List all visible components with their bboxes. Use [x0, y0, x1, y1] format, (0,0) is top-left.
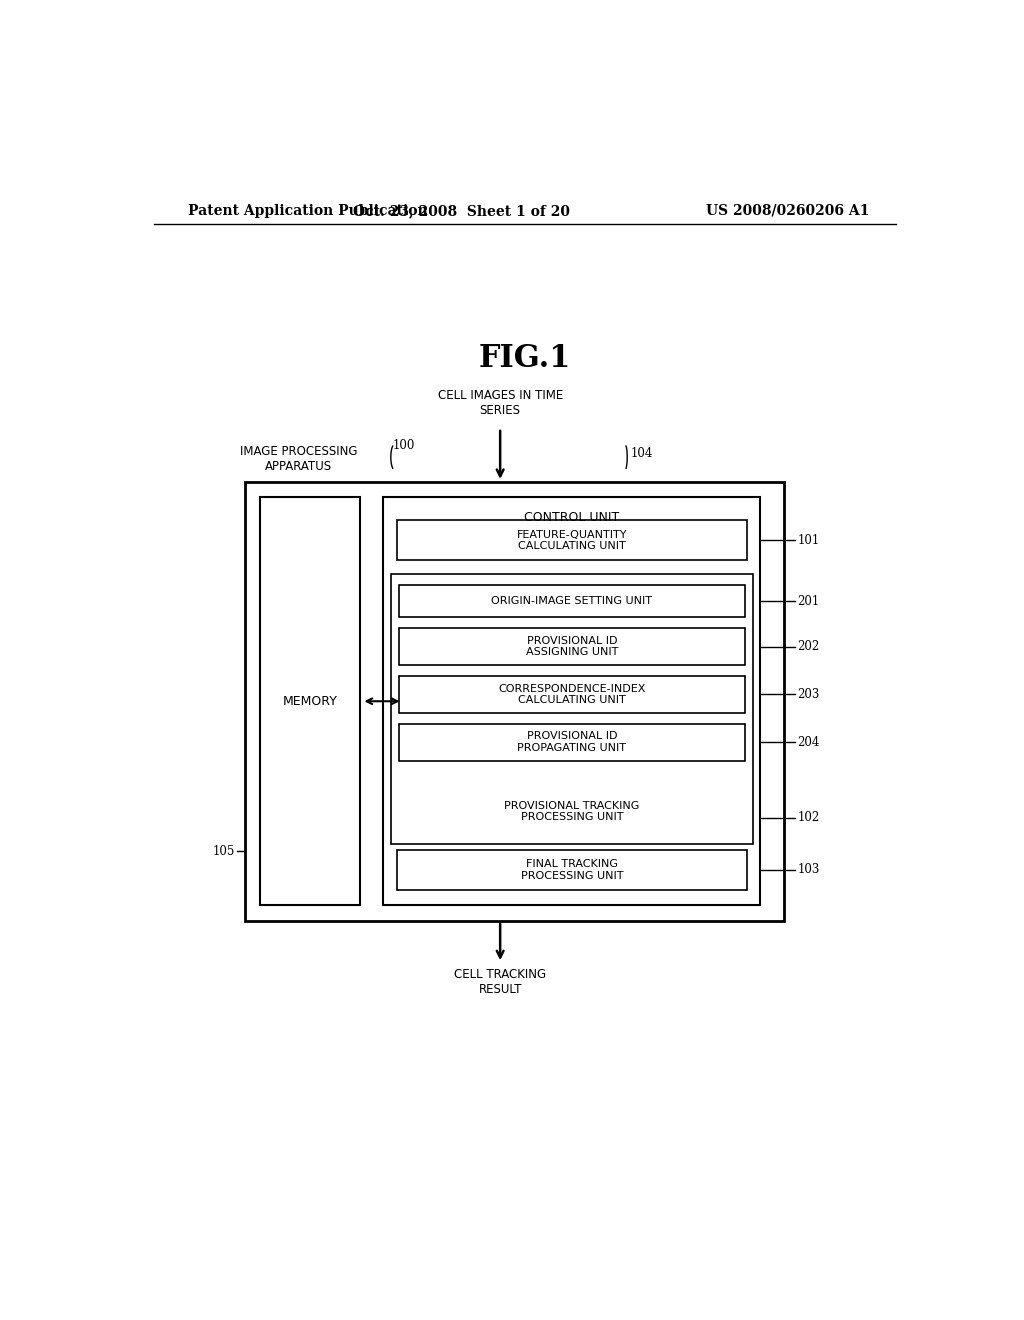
Text: 105: 105: [212, 845, 234, 858]
Text: 203: 203: [798, 688, 820, 701]
Bar: [397, 520, 746, 561]
Text: CELL IMAGES IN TIME
SERIES: CELL IMAGES IN TIME SERIES: [437, 389, 563, 417]
Text: 104: 104: [631, 446, 653, 459]
Text: IMAGE PROCESSING
APPARATUS: IMAGE PROCESSING APPARATUS: [240, 445, 357, 473]
Text: Patent Application Publication: Patent Application Publication: [188, 203, 428, 218]
Bar: [260, 498, 360, 906]
Text: 204: 204: [798, 735, 820, 748]
Bar: [398, 676, 745, 713]
Text: ORIGIN-IMAGE SETTING UNIT: ORIGIN-IMAGE SETTING UNIT: [492, 597, 652, 606]
Text: US 2008/0260206 A1: US 2008/0260206 A1: [707, 203, 869, 218]
Bar: [397, 850, 746, 890]
Text: FIG.1: FIG.1: [478, 343, 571, 374]
Bar: [398, 723, 745, 760]
Text: 101: 101: [798, 533, 819, 546]
Text: PROVISIONAL ID
PROPAGATING UNIT: PROVISIONAL ID PROPAGATING UNIT: [517, 731, 627, 752]
Text: MEMORY: MEMORY: [283, 694, 337, 708]
Text: 201: 201: [798, 594, 819, 607]
Bar: [398, 585, 745, 618]
Bar: [383, 498, 761, 906]
Text: Oct. 23, 2008  Sheet 1 of 20: Oct. 23, 2008 Sheet 1 of 20: [353, 203, 570, 218]
Text: 103: 103: [798, 863, 820, 876]
Text: CELL TRACKING
RESULT: CELL TRACKING RESULT: [454, 969, 546, 997]
Text: 100: 100: [392, 440, 415, 453]
Text: 102: 102: [798, 810, 819, 824]
Bar: [398, 628, 745, 665]
Text: FEATURE-QUANTITY
CALCULATING UNIT: FEATURE-QUANTITY CALCULATING UNIT: [516, 529, 627, 552]
Text: CONTROL UNIT: CONTROL UNIT: [524, 511, 620, 524]
Text: CORRESPONDENCE-INDEX
CALCULATING UNIT: CORRESPONDENCE-INDEX CALCULATING UNIT: [498, 684, 645, 705]
Bar: [391, 574, 753, 843]
Text: PROVISIONAL TRACKING
PROCESSING UNIT: PROVISIONAL TRACKING PROCESSING UNIT: [504, 800, 639, 822]
Bar: [245, 482, 783, 921]
Text: PROVISIONAL ID
ASSIGNING UNIT: PROVISIONAL ID ASSIGNING UNIT: [525, 636, 617, 657]
Text: 202: 202: [798, 640, 819, 653]
Text: FINAL TRACKING
PROCESSING UNIT: FINAL TRACKING PROCESSING UNIT: [520, 859, 623, 880]
